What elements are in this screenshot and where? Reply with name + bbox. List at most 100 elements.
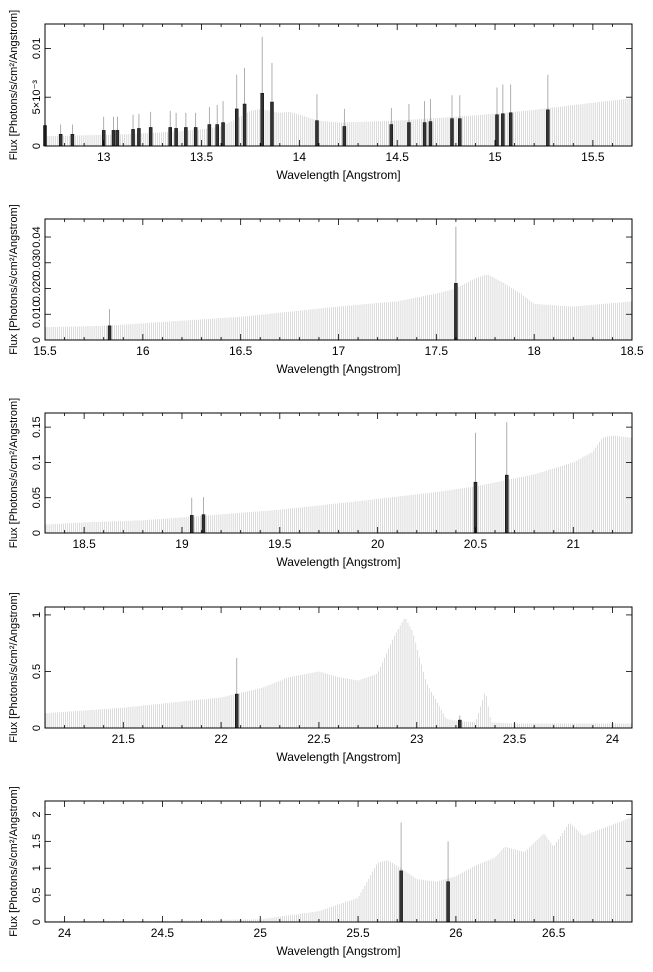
chart-panel-3: 18.5 19 19.5 20 20.5 21 0 0.05 0.1 0.15 Wavelength… bbox=[8, 398, 633, 569]
line-bar bbox=[428, 121, 433, 147]
x-axis-label: Wavelength [Angstrom] bbox=[276, 750, 400, 764]
x-tick-label: 24 bbox=[606, 732, 620, 746]
x-tick-label: 13.5 bbox=[190, 150, 214, 164]
continuum-series bbox=[45, 274, 632, 340]
x-tick-label: 19 bbox=[175, 537, 189, 551]
x-axis-ticks bbox=[44, 607, 633, 728]
y-axis-label: Flux [Photons/s/cm²/Angstrom] bbox=[8, 10, 20, 160]
x-axis-ticks bbox=[44, 219, 633, 340]
line-bar bbox=[495, 114, 499, 147]
y-tick-label: 0 bbox=[31, 919, 43, 925]
y-tick-label: 2 bbox=[31, 811, 43, 817]
x-tick-label: 23 bbox=[410, 732, 424, 746]
y-axis-ticks bbox=[45, 614, 632, 729]
x-tick-label: 17 bbox=[332, 344, 346, 358]
line-bar bbox=[131, 129, 135, 147]
line-bar bbox=[235, 108, 239, 147]
line-bar bbox=[193, 127, 198, 147]
chart-panel-4: 21.5 22 22.5 23 23.5 24 0 0.5 1 Wavelength [Angst… bbox=[8, 592, 633, 764]
y-tick-label: 0.5 bbox=[31, 887, 43, 902]
continuum-series bbox=[45, 435, 632, 533]
line-bar bbox=[107, 325, 112, 341]
line-bar bbox=[270, 101, 274, 147]
y-axis-ticks bbox=[45, 426, 632, 534]
axes-frame bbox=[44, 218, 633, 341]
x-tick-label: 24 bbox=[58, 926, 72, 940]
line-bar bbox=[450, 118, 454, 147]
x-tick-label: 14.5 bbox=[386, 150, 410, 164]
line-bar bbox=[260, 93, 264, 147]
y-axis-ticks bbox=[45, 48, 632, 147]
x-axis-label: Wavelength [Angstrom] bbox=[276, 362, 400, 376]
x-axis-ticks bbox=[44, 801, 633, 922]
y-tick-label: 0.04 bbox=[31, 226, 43, 247]
x-tick-label: 15.5 bbox=[581, 150, 605, 164]
y-tick-label: 0 bbox=[31, 530, 43, 536]
x-axis-ticks bbox=[44, 24, 633, 146]
x-tick-label: 20 bbox=[371, 537, 385, 551]
line-bar bbox=[505, 474, 509, 534]
x-tick-label: 25.5 bbox=[346, 926, 370, 940]
line-bar bbox=[446, 881, 450, 923]
x-tick-label: 18.5 bbox=[72, 537, 96, 551]
line-bar bbox=[221, 122, 225, 147]
x-tick-label: 25 bbox=[254, 926, 268, 940]
y-axis-label: Flux [Photons/s/cm²/Angstrom] bbox=[8, 398, 20, 548]
line-bar bbox=[174, 128, 178, 147]
axes-frame bbox=[44, 606, 633, 729]
x-tick-label: 22.5 bbox=[307, 732, 331, 746]
line-bar bbox=[242, 103, 247, 147]
x-tick-label: 26.5 bbox=[542, 926, 566, 940]
x-tick-label: 20.5 bbox=[464, 537, 488, 551]
x-tick-label: 15.5 bbox=[33, 344, 57, 358]
axes-frame bbox=[44, 412, 633, 534]
x-tick-label: 26 bbox=[449, 926, 463, 940]
line-bar bbox=[422, 122, 427, 147]
x-tick-label: 13 bbox=[97, 150, 111, 164]
x-tick-label: 16.5 bbox=[229, 344, 253, 358]
y-tick-label: 0.01 bbox=[31, 38, 43, 59]
line-bar bbox=[389, 124, 394, 147]
x-tick-label: 19.5 bbox=[268, 537, 292, 551]
x-axis-label: Wavelength [Angstrom] bbox=[276, 944, 400, 958]
y-tick-label: 0.15 bbox=[31, 416, 43, 437]
line-bar bbox=[399, 870, 403, 923]
x-tick-label: 21 bbox=[567, 537, 581, 551]
x-axis-ticks bbox=[44, 413, 633, 533]
x-tick-label: 24.5 bbox=[151, 926, 175, 940]
line-bar bbox=[458, 719, 462, 729]
y-tick-label: 0.5 bbox=[31, 664, 43, 679]
x-tick-label: 14 bbox=[293, 150, 307, 164]
line-bar bbox=[115, 130, 120, 147]
line-bar bbox=[201, 514, 206, 534]
line-bar bbox=[342, 126, 347, 147]
line-bar bbox=[546, 109, 550, 147]
line-bar bbox=[315, 120, 319, 147]
x-axis-label: Wavelength [Angstrom] bbox=[276, 555, 400, 569]
y-tick-label: 0.030 bbox=[31, 249, 43, 277]
chart-panel-5: 24 24.5 25 25.5 26 26.5 0 0.5 1 1.5 2 Wavelength [A… bbox=[8, 786, 633, 958]
y-axis-ticks bbox=[45, 236, 632, 341]
y-axis-ticks bbox=[45, 814, 632, 923]
x-tick-label: 18.5 bbox=[620, 344, 644, 358]
y-axis-label: Flux [Photons/s/cm²/Angstrom] bbox=[8, 204, 20, 354]
y-tick-label: 0.05 bbox=[31, 487, 43, 508]
x-tick-label: 23.5 bbox=[503, 732, 527, 746]
y-tick-label: 1 bbox=[31, 865, 43, 871]
y-axis-label: Flux [Photons/s/cm²/Angstrom] bbox=[8, 592, 20, 742]
line-bar bbox=[148, 127, 153, 147]
x-tick-label: 21.5 bbox=[112, 732, 136, 746]
line-bar bbox=[458, 118, 462, 147]
line-bar bbox=[137, 128, 141, 147]
line-bar bbox=[70, 134, 75, 147]
y-tick-label: 5×10⁻³ bbox=[31, 80, 43, 115]
continuum-series bbox=[45, 817, 632, 922]
x-tick-label: 15 bbox=[488, 150, 502, 164]
line-bar bbox=[215, 124, 219, 147]
line-bar bbox=[190, 515, 194, 534]
y-axis-label: Flux [Photons/s/cm²/Angstrom] bbox=[8, 786, 20, 936]
line-bar bbox=[501, 113, 505, 147]
chart-panel-1: 13 13.5 14 14.5 15 15.5 0 5×10⁻³ 0.01 Wavelength … bbox=[8, 10, 633, 182]
